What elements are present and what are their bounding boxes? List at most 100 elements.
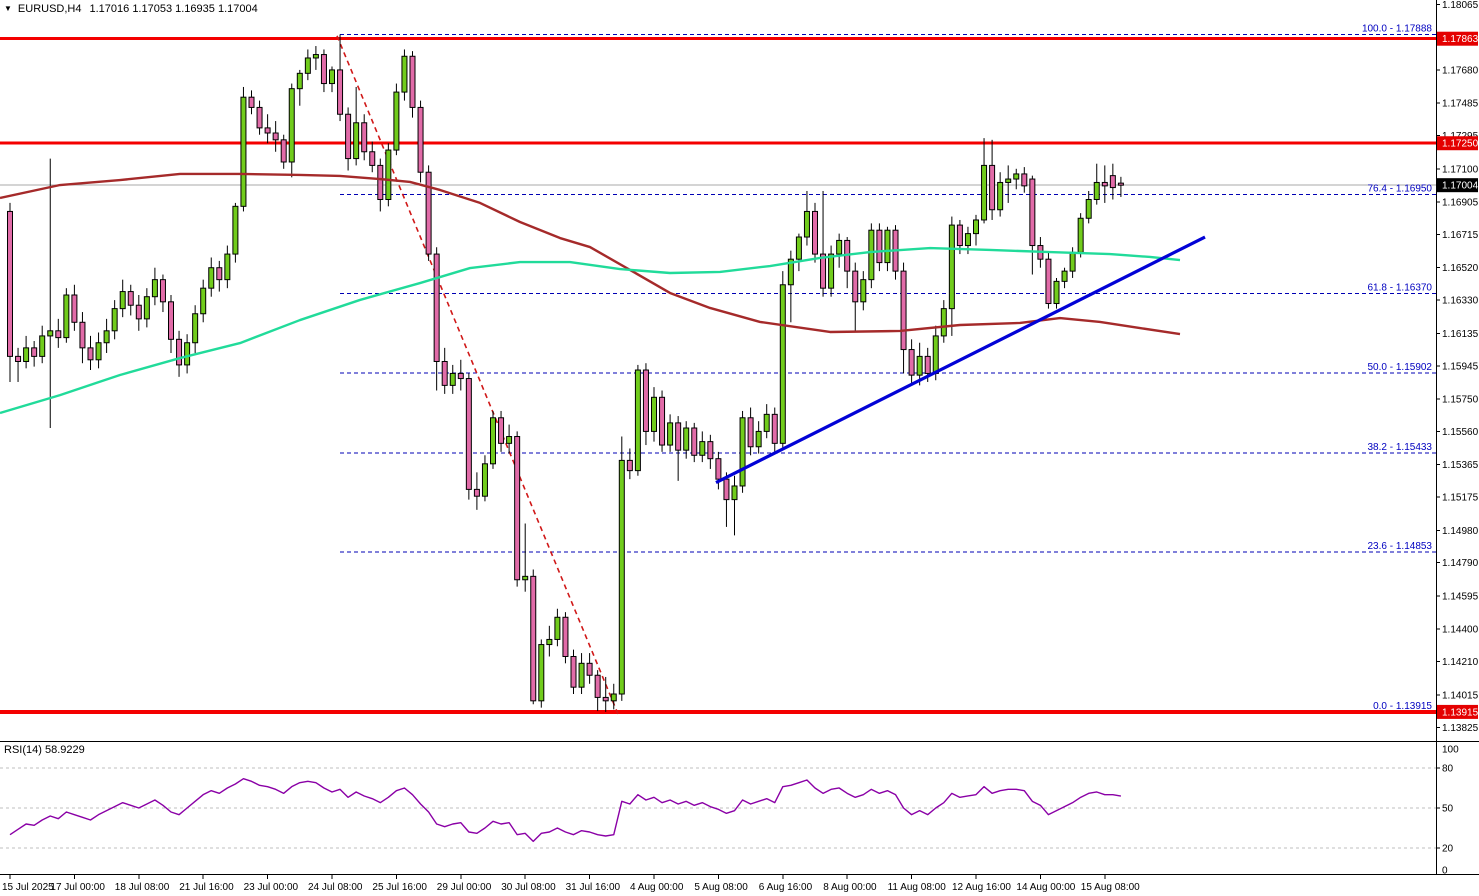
price-axis-label: 1.14400 [1442,625,1479,636]
ascending-support-trendline[interactable] [715,235,1206,484]
bear-candle [675,422,682,451]
time-axis-label: 17 Jul 00:00 [50,882,105,893]
bear-candle [337,69,344,115]
level-price-badge [1437,704,1478,719]
bear-candle [691,427,698,456]
bear-candle [272,132,279,141]
rsi-axis-label: 50 [1442,803,1454,814]
chart-title: ▼ EURUSD,H4 1.17016 1.17053 1.16935 1.1700… [4,3,258,15]
rsi-axis-label: 20 [1442,844,1454,855]
time-axis-label: 11 Aug 08:00 [888,882,947,893]
bull-candle [329,69,335,85]
bear-candle [264,127,271,134]
descending-dashed-trendline[interactable] [336,35,619,715]
bull-candle [200,287,207,315]
bear-candle [924,355,931,374]
bear-candle [594,674,601,698]
bear-candle [723,478,730,501]
bull-candle [763,413,770,432]
bull-candle [860,279,867,303]
bull-candle [634,369,641,472]
price-badge-label: 1.13915 [1442,707,1479,718]
bear-candle [433,253,440,362]
bear-candle [1101,181,1108,187]
price-axis-label: 1.16135 [1442,329,1479,340]
fib-level-label: 100.0 - 1.17888 [1362,23,1432,34]
price-axis-label: 1.13825 [1442,723,1479,734]
price-axis-label: 1.14790 [1442,558,1479,569]
bull-candle [385,149,392,201]
bear-candle [280,139,287,163]
price-axis-label: 1.14980 [1442,526,1479,537]
bear-candle [900,270,907,351]
bear-candle [425,171,432,255]
ohlc-values: 1.17016 1.17053 1.16935 1.17004 [89,3,258,15]
bull-candle [506,436,513,444]
bear-candle [377,164,384,201]
bull-candle [1005,178,1012,183]
bull-candle [699,441,706,456]
bear-candle [747,417,754,448]
bull-candle [1053,280,1060,305]
symbol-dropdown-icon[interactable]: ▼ [4,4,12,13]
bull-candle [803,210,810,238]
bull-candle [143,296,150,320]
bear-candle [71,294,78,323]
time-axis-label: 14 Aug 00:00 [1016,882,1075,893]
price-badge-label: 1.17250 [1442,139,1479,150]
bear-candle [1021,173,1028,187]
bear-candle [135,304,142,320]
bull-candle [578,662,585,688]
bull-candle [779,284,786,444]
bear-candle [473,488,480,497]
time-axis-label: 31 Jul 16:00 [566,882,621,893]
time-axis-label: 8 Aug 00:00 [823,882,877,893]
rsi-axis-label: 80 [1442,763,1454,774]
bull-candle [973,219,979,235]
bear-candle [570,655,577,688]
time-axis-label: 21 Jul 16:00 [179,882,234,893]
level-price-badge [1437,136,1478,151]
price-axis-label: 1.16520 [1442,263,1479,274]
bull-candle [288,88,295,163]
rsi-axis-label: 100 [1442,745,1459,756]
bear-candle [659,396,666,446]
bear-candle [345,113,352,160]
bull-candle [184,342,191,366]
bear-candle [812,210,818,255]
bear-candle [1117,182,1124,186]
bull-candle [1061,270,1068,282]
bull-candle [651,396,657,432]
bear-candle [530,575,537,702]
bull-candle [304,57,311,74]
bull-candle [997,181,1004,211]
bull-candle [296,72,303,90]
bull-candle [932,335,939,374]
bear-candle [852,270,859,303]
price-axis-label: 1.15560 [1442,427,1479,438]
bear-candle [409,55,416,108]
bear-candle [320,54,327,85]
bull-candle [63,294,70,339]
bear-candle [256,106,263,129]
bull-candle [1077,217,1084,253]
price-badge-label: 1.17004 [1442,181,1479,192]
bear-candle [79,321,86,349]
bear-candle [159,279,166,303]
bear-candle [457,372,464,380]
bull-candle [948,224,955,310]
bull-candle [1013,173,1020,180]
bear-candle [15,355,22,362]
bull-candle [481,463,488,497]
price-axis-label: 1.15365 [1442,460,1479,471]
bull-candle [490,417,496,465]
time-axis-label: 15 Jul 2025 [2,882,54,893]
price-badge-label: 1.17863 [1442,34,1479,45]
bear-candle [498,417,505,444]
bull-candle [884,229,891,264]
bull-candle [224,253,231,281]
level-price-badge [1437,31,1478,46]
fib-level-label: 0.0 - 1.13915 [1373,701,1432,712]
bear-candle [820,253,827,289]
